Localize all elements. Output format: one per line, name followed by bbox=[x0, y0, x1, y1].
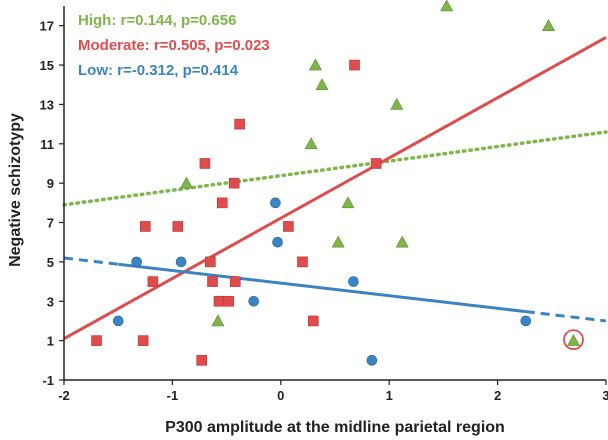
y-tick-label: 13 bbox=[40, 97, 54, 112]
moderate-point bbox=[216, 197, 228, 209]
high-point bbox=[440, 0, 454, 12]
moderate-point bbox=[234, 118, 245, 130]
y-tick-label: 3 bbox=[47, 294, 54, 309]
high-point bbox=[179, 176, 193, 189]
y-axis-title: Negative schizotypy bbox=[7, 113, 24, 267]
moderate-point bbox=[283, 221, 294, 232]
y-tick-label: 17 bbox=[40, 19, 54, 34]
x-tick-label: 2 bbox=[494, 388, 501, 403]
y-tick-label: 7 bbox=[47, 216, 54, 231]
low-point bbox=[270, 197, 281, 209]
high-point bbox=[395, 235, 409, 248]
y-tick-label: -1 bbox=[42, 373, 54, 388]
fit-line-high bbox=[62, 130, 608, 207]
low-point bbox=[131, 256, 142, 268]
moderate-point bbox=[147, 276, 159, 287]
high-point bbox=[211, 314, 225, 327]
moderate-point bbox=[91, 335, 102, 346]
moderate-point bbox=[140, 221, 151, 232]
fit-line-moderate bbox=[63, 36, 607, 340]
legend-moderate: Moderate: r=0.505, p=0.023 bbox=[78, 37, 270, 54]
moderate-point bbox=[213, 295, 225, 307]
moderate-point bbox=[137, 335, 149, 346]
moderate-point bbox=[229, 276, 241, 287]
high-point bbox=[308, 58, 322, 71]
x-tick-label: -1 bbox=[167, 388, 179, 403]
highlight-circle bbox=[563, 329, 584, 351]
legend-high: High: r=0.144, p=0.656 bbox=[78, 12, 236, 29]
y-tick-label: 15 bbox=[40, 58, 54, 73]
legend-low: Low: r=-0.312, p=0.414 bbox=[78, 62, 239, 79]
high-point bbox=[315, 78, 329, 91]
moderate-point bbox=[207, 276, 218, 287]
x-tick-labels: -2 -1 0 1 2 3 bbox=[58, 380, 608, 403]
moderate-point bbox=[308, 315, 319, 327]
data-points bbox=[91, 0, 584, 366]
x-tick-label: -2 bbox=[58, 388, 70, 403]
y-tick-label: 9 bbox=[47, 176, 54, 191]
fit-line-low bbox=[118, 262, 526, 314]
moderate-point bbox=[297, 256, 308, 268]
legend: High: r=0.144, p=0.656 Moderate: r=0.505… bbox=[78, 12, 270, 79]
y-tick-label: 1 bbox=[47, 334, 54, 349]
moderate-point bbox=[172, 221, 184, 232]
low-point bbox=[175, 256, 187, 268]
low-point bbox=[520, 315, 532, 327]
low-point bbox=[272, 236, 283, 248]
high-point bbox=[331, 235, 345, 248]
axes bbox=[63, 6, 606, 381]
fit-line-low-dashed-end bbox=[525, 310, 607, 323]
y-tick-label: 11 bbox=[40, 137, 54, 152]
x-tick-label: 1 bbox=[386, 388, 393, 403]
x-axis-title: P300 amplitude at the midline parietal r… bbox=[165, 419, 505, 436]
moderate-point bbox=[370, 158, 382, 169]
high-point bbox=[566, 334, 580, 346]
moderate-point bbox=[196, 355, 207, 366]
moderate-point bbox=[223, 295, 235, 307]
y-tick-label: 5 bbox=[47, 255, 54, 270]
fit-line-low-dashed-start bbox=[63, 256, 119, 266]
low-point bbox=[248, 295, 259, 307]
low-point bbox=[348, 276, 359, 287]
low-point bbox=[366, 355, 378, 366]
high-point bbox=[304, 137, 318, 150]
x-tick-label: 3 bbox=[602, 388, 608, 403]
low-point bbox=[112, 315, 124, 327]
high-point bbox=[341, 196, 355, 209]
moderate-point bbox=[228, 177, 240, 189]
x-tick-label: 0 bbox=[277, 388, 284, 403]
fit-lines bbox=[62, 36, 608, 340]
moderate-point bbox=[199, 158, 211, 169]
moderate-point bbox=[349, 59, 360, 71]
high-point bbox=[542, 19, 556, 31]
moderate-point bbox=[205, 256, 216, 268]
high-point bbox=[390, 97, 404, 110]
